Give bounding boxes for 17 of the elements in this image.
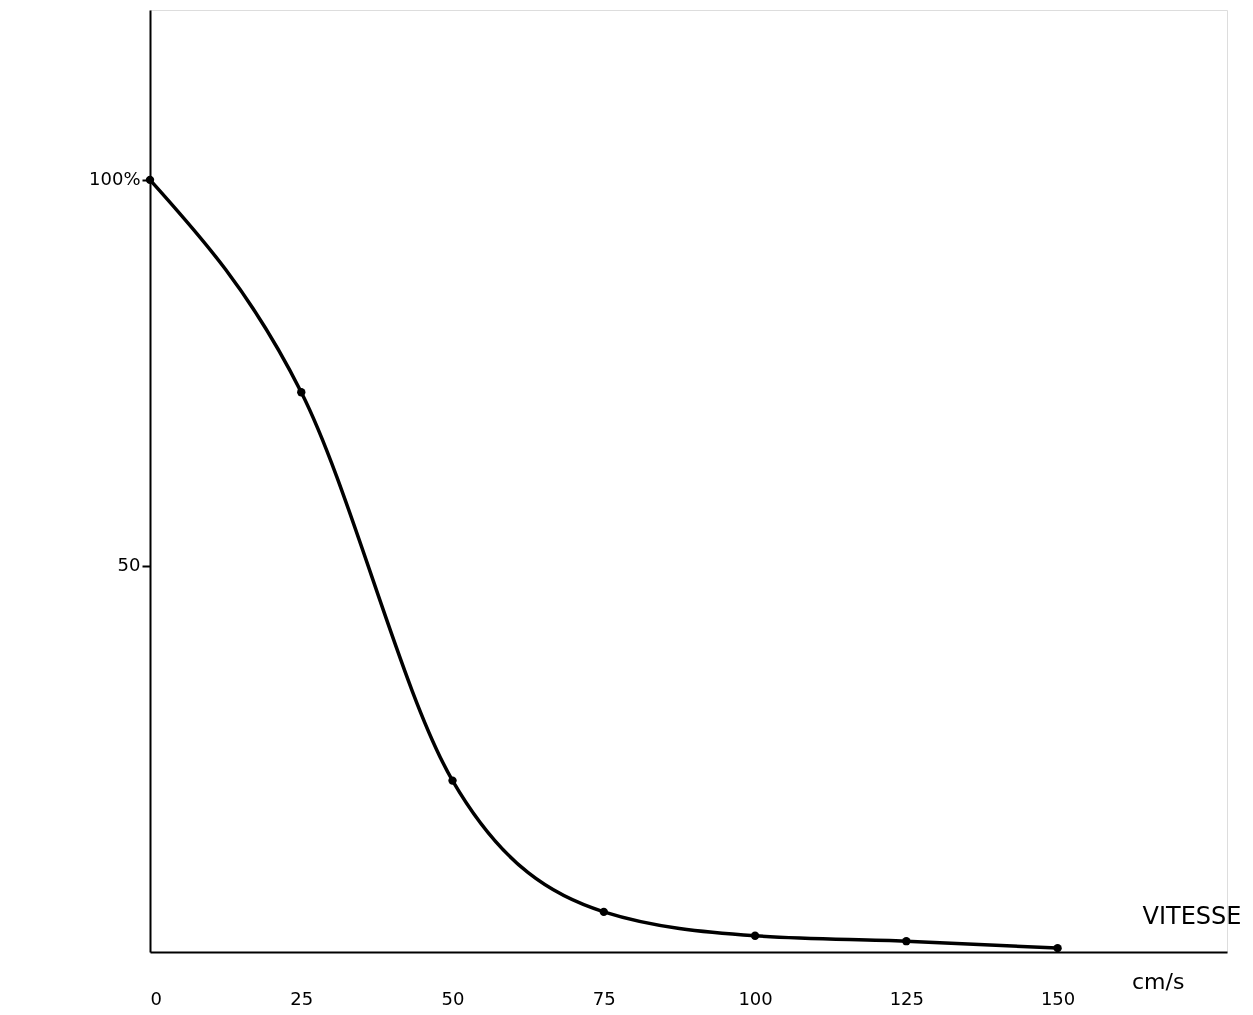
point — [145, 175, 155, 185]
text: cm/s — [1132, 969, 1185, 994]
point — [599, 907, 608, 917]
point — [902, 937, 911, 946]
x-tick-label: 25 — [290, 987, 314, 1009]
x-tick-label: 125 — [889, 987, 924, 1009]
point — [297, 388, 306, 397]
x-axis-title: VITESSE — [1142, 901, 1242, 930]
point — [750, 931, 760, 940]
x-tick-label: 100 — [738, 987, 773, 1009]
x-tick-label: 0 — [150, 987, 162, 1009]
y-tick-label: 100% — [89, 168, 141, 190]
x-tick-label: 50 — [441, 987, 465, 1009]
point — [448, 776, 457, 785]
x-tick-label: 75 — [592, 987, 616, 1009]
x-tick-label: 150 — [1040, 987, 1076, 1009]
point — [1053, 943, 1062, 953]
